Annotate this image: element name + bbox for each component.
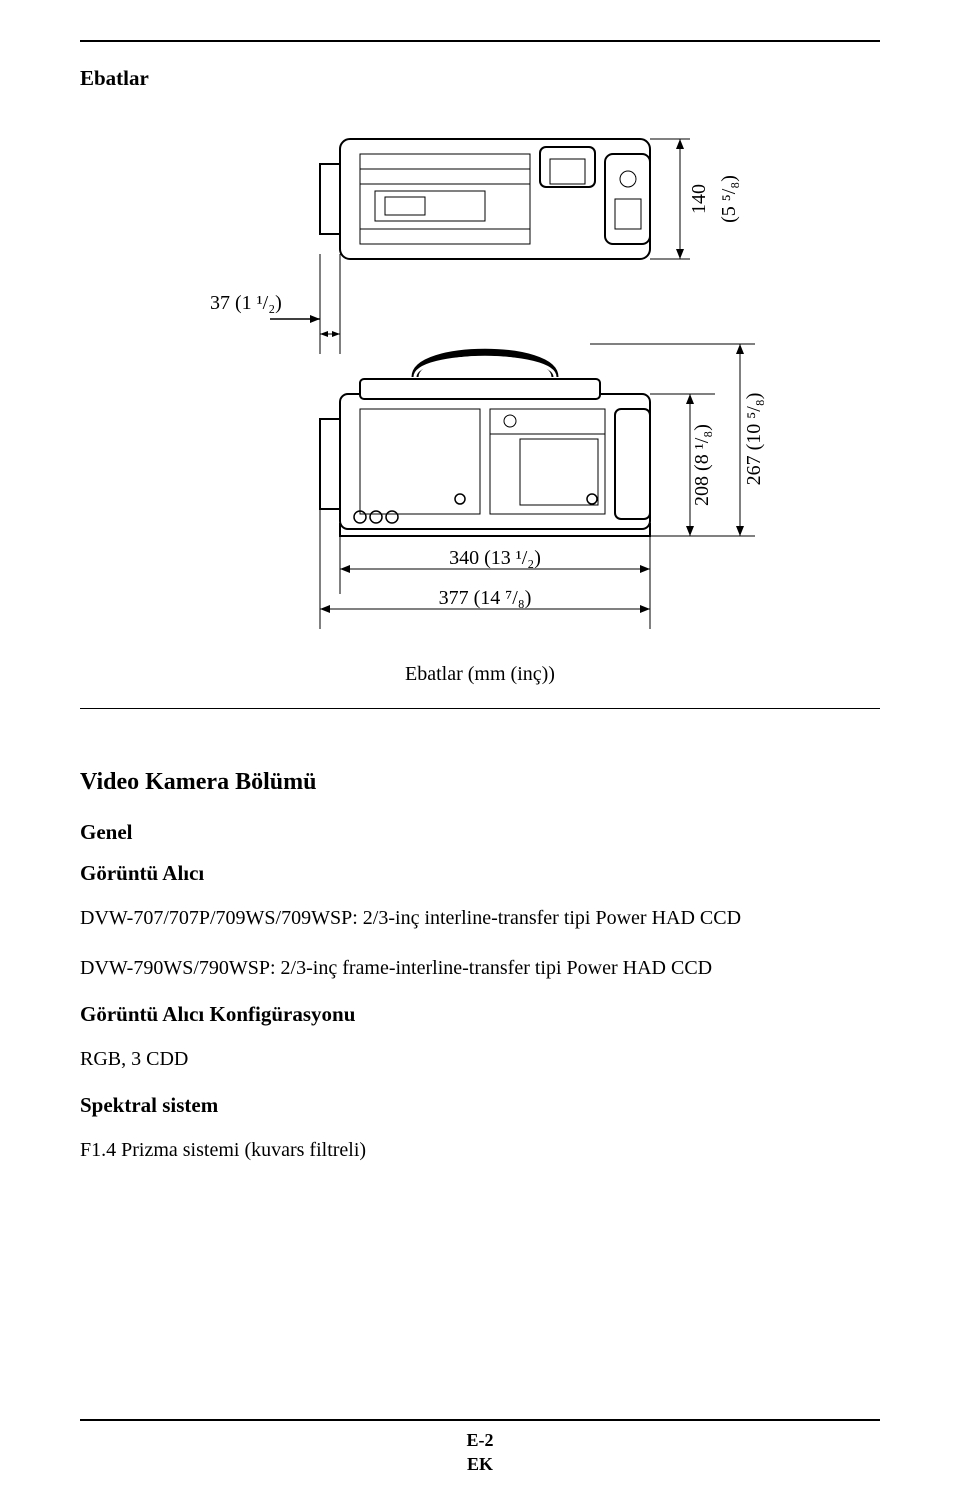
dim-total-width: 377 (14 ⁷/₈)	[439, 587, 532, 609]
dim-body-width: 340 (13 ¹/₂)	[449, 547, 541, 569]
footer-rule	[80, 1419, 880, 1421]
dim-body-height: 208 (8 ¹/₈)	[691, 424, 713, 506]
sensor-heading: Görüntü Alıcı	[80, 861, 880, 886]
spectral-value: F1.4 Prizma sistemi (kuvars filtreli)	[80, 1134, 880, 1166]
spectral-heading: Spektral sistem	[80, 1093, 880, 1118]
dim-lens-offset: 37 (1 ¹/₂)	[210, 292, 282, 314]
config-heading: Görüntü Alıcı Konfigürasyonu	[80, 1002, 880, 1027]
sensor-line-1: DVW-707/707P/709WS/709WSP: 2/3-inç inter…	[80, 902, 880, 934]
page-title: Ebatlar	[80, 66, 880, 91]
dim-top-height-in: (5 ⁵/₈)	[718, 175, 740, 223]
dimension-figure: 140 (5 ⁵/₈) 37 (1 ¹/₂)	[80, 109, 880, 639]
general-heading: Genel	[80, 820, 880, 845]
dim-top-height: 140	[688, 184, 710, 214]
top-rule	[80, 40, 880, 42]
sensor-line-2: DVW-790WS/790WSP: 2/3-inç frame-interlin…	[80, 952, 880, 984]
config-value: RGB, 3 CDD	[80, 1043, 880, 1075]
footer-section-label: EK	[467, 1454, 493, 1474]
footer-page-number: E-2	[467, 1430, 494, 1450]
video-section-heading: Video Kamera Bölümü	[80, 769, 880, 796]
mid-rule	[80, 708, 880, 709]
figure-caption: Ebatlar (mm (inç))	[80, 663, 880, 686]
dim-total-height: 267 (10 ⁵/₈)	[743, 393, 765, 486]
page-footer: E-2 EK	[80, 1419, 880, 1476]
